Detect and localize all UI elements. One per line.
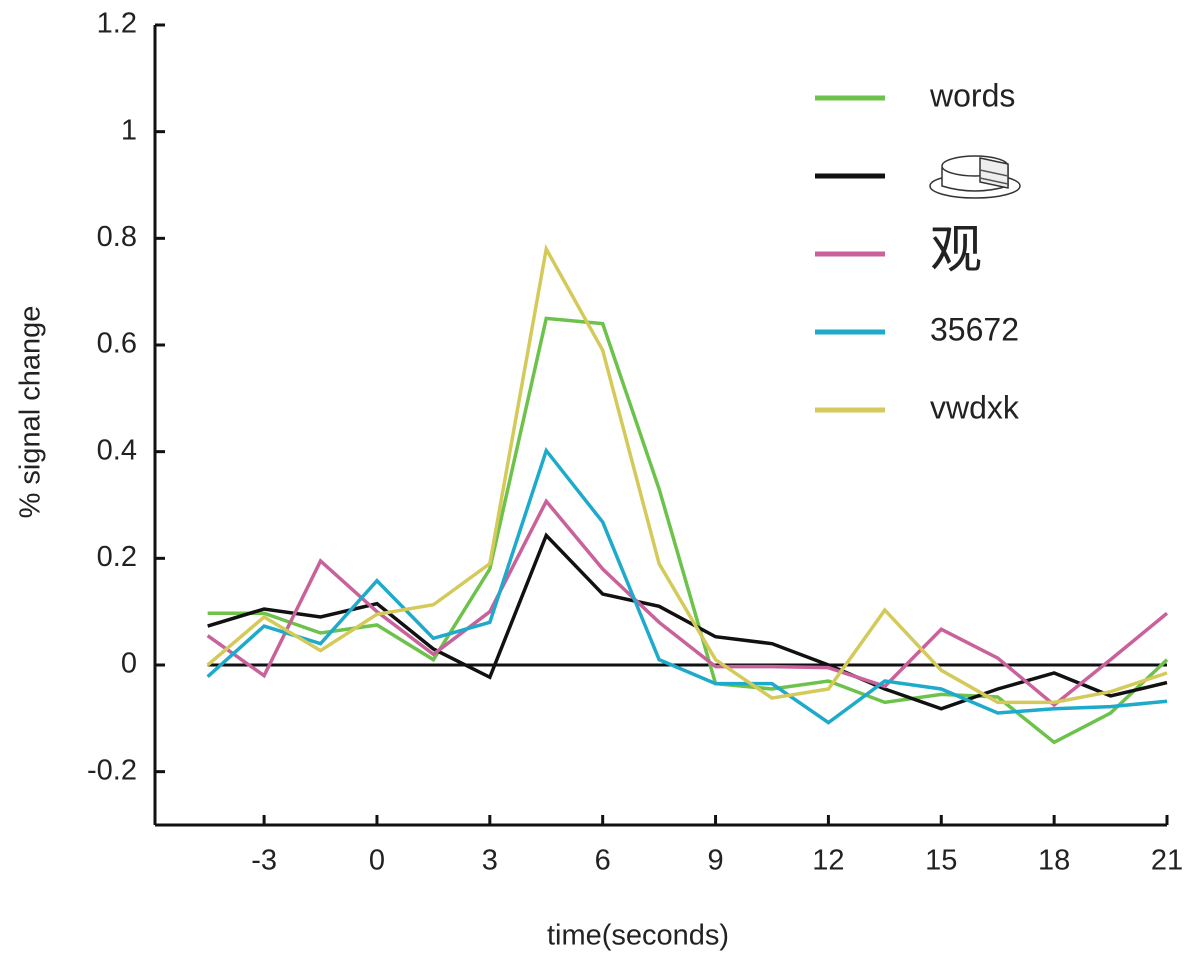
y-axis-label: % signal change [15,306,47,519]
x-tick-label: -3 [251,845,277,877]
y-tick-label: -0.2 [87,754,137,786]
y-tick-label: 0.2 [97,541,137,573]
x-tick-label: 6 [595,845,611,877]
series-line [206,446,1168,725]
y-tick-label: 0.4 [97,434,137,466]
y-tick-label: 0 [121,648,137,680]
x-tick-label: 9 [707,845,723,877]
legend-label: vwdxk [930,389,1020,425]
x-tick-label: 3 [482,845,498,877]
x-tick-label: 15 [925,845,957,877]
cake-icon [929,155,1021,199]
legend-label: words [929,77,1015,113]
x-axis-label: time(seconds) [547,920,729,952]
y-tick-label: 1 [121,114,137,146]
y-tick-label: 0.6 [97,328,137,360]
x-tick-label: 0 [369,845,385,877]
y-tick-label: 1.2 [97,8,137,40]
x-tick-label: 18 [1038,845,1070,877]
legend-label: 观 [930,222,982,280]
legend-label: 35672 [930,311,1019,347]
y-tick-label: 0.8 [97,221,137,253]
series-line [206,243,1168,705]
series-line [206,498,1169,708]
series-line [207,532,1168,711]
series-line [207,316,1169,745]
x-tick-label: 12 [812,845,844,877]
x-tick-label: 21 [1151,845,1183,877]
